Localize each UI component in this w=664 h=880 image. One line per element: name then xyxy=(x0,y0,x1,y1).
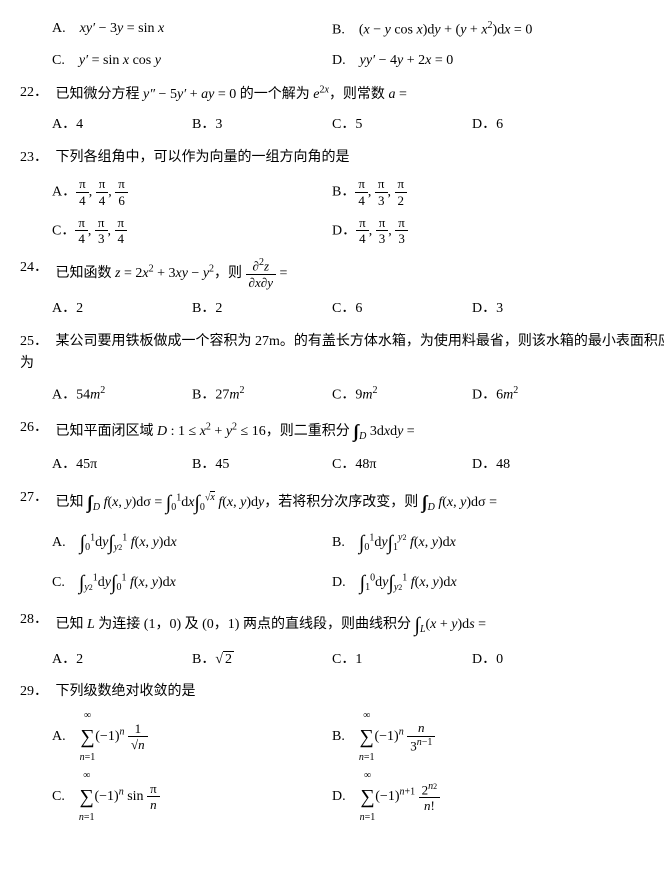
q22-opt-d: D．6 xyxy=(472,114,612,136)
q21-options-row1: A. xy′ − 3y = sin x B. (x − y cos x)dy +… xyxy=(52,18,664,42)
q23-options-row2: C．π4, π3, π4 D．π4, π3, π3 xyxy=(52,216,664,247)
q21-opt-a: A. xy′ − 3y = sin x xyxy=(52,18,332,42)
q23: 23． 下列各组角中，可以作为向量的一组方向角的是 xyxy=(20,147,664,169)
q29-opt-a: A. ∞∑n=1(−1)n 1√n xyxy=(52,711,332,763)
q23-text: 下列各组角中，可以作为向量的一组方向角的是 xyxy=(56,150,350,165)
q26-num: 26． xyxy=(20,417,52,439)
q26-opt-b: B．45 xyxy=(192,454,332,476)
q23-opt-b: B．π4, π3, π2 xyxy=(332,177,612,208)
q27-text: 已知 ∫∫D f(x, y)dσ = ∫01dx∫0√x f(x, y)dy，若… xyxy=(56,495,497,510)
q27-opt-a: A. ∫01dy∫y21 f(x, y)dx xyxy=(52,527,332,559)
q24-options: A．2 B．2 C．6 D．3 xyxy=(52,298,664,320)
q29-options-row2: C. ∞∑n=1(−1)n sin πn D. ∞∑n=1(−1)n+1 2n2… xyxy=(52,771,664,823)
q29: 29． 下列级数绝对收敛的是 xyxy=(20,681,664,703)
q22-num: 22． xyxy=(20,82,52,104)
q25-text: 某公司要用铁板做成一个容积为 27m。的有盖长方体水箱，为使用料最省，则该水箱的… xyxy=(20,334,664,371)
q22-opt-c: C．5 xyxy=(332,114,472,136)
q22-options: A．4 B．3 C．5 D．6 xyxy=(52,114,664,136)
q25-options: A．54m2 B．27m2 C．9m2 D．6m2 xyxy=(52,383,664,407)
q28: 28． 已知 L 为连接 (1，0) 及 (0，1) 两点的直线段，则曲线积分 … xyxy=(20,609,664,641)
q28-text: 已知 L 为连接 (1，0) 及 (0，1) 两点的直线段，则曲线积分 ∫L(x… xyxy=(56,617,487,632)
q21-opt-b: B. (x − y cos x)dy + (y + x2)dx = 0 xyxy=(332,18,612,42)
q26: 26． 已知平面闭区域 D : 1 ≤ x2 + y2 ≤ 16，则二重积分 ∫… xyxy=(20,417,664,446)
q26-opt-d: D．48 xyxy=(472,454,612,476)
q24-num: 24． xyxy=(20,257,52,279)
q29-options-row1: A. ∞∑n=1(−1)n 1√n B. ∞∑n=1(−1)n n3n−1 xyxy=(52,711,664,763)
q27-num: 27． xyxy=(20,487,52,509)
q29-opt-d: D. ∞∑n=1(−1)n+1 2n2n! xyxy=(332,771,612,823)
q24-opt-b: B．2 xyxy=(192,298,332,320)
q27: 27． 已知 ∫∫D f(x, y)dσ = ∫01dx∫0√x f(x, y)… xyxy=(20,487,664,519)
q25-opt-d: D．6m2 xyxy=(472,383,612,407)
q25: 25． 某公司要用铁板做成一个容积为 27m。的有盖长方体水箱，为使用料最省，则… xyxy=(20,331,664,376)
q25-opt-b: B．27m2 xyxy=(192,383,332,407)
q25-opt-a: A．54m2 xyxy=(52,383,192,407)
q24-text: 已知函数 z = 2x2 + 3xy − y2，则 ∂2z∂x∂y = xyxy=(56,266,288,281)
q27-opt-d: D. ∫10dy∫y21 f(x, y)dx xyxy=(332,567,612,599)
q21-opt-c: C. y′ = sin x cos y xyxy=(52,50,332,72)
q23-opt-c: C．π4, π3, π4 xyxy=(52,216,332,247)
q22-opt-a: A．4 xyxy=(52,114,192,136)
q25-opt-c: C．9m2 xyxy=(332,383,472,407)
q28-opt-c: C．1 xyxy=(332,649,472,671)
q26-options: A．45π B．45 C．48π D．48 xyxy=(52,454,664,476)
q28-opt-a: A．2 xyxy=(52,649,192,671)
q24-opt-a: A．2 xyxy=(52,298,192,320)
q28-options: A．2 B．√2 C．1 D．0 xyxy=(52,649,664,671)
q27-opt-b: B. ∫01dy∫1y2 f(x, y)dx xyxy=(332,527,612,559)
q28-opt-d: D．0 xyxy=(472,649,612,671)
q21-options-row2: C. y′ = sin x cos y D. yy′ − 4y + 2x = 0 xyxy=(52,50,664,72)
q26-opt-a: A．45π xyxy=(52,454,192,476)
q24: 24． 已知函数 z = 2x2 + 3xy − y2，则 ∂2z∂x∂y = xyxy=(20,257,664,290)
q26-opt-c: C．48π xyxy=(332,454,472,476)
q27-options-row2: C. ∫y21dy∫01 f(x, y)dx D. ∫10dy∫y21 f(x,… xyxy=(52,567,664,599)
q24-opt-d: D．3 xyxy=(472,298,612,320)
q26-text: 已知平面闭区域 D : 1 ≤ x2 + y2 ≤ 16，则二重积分 ∫∫D 3… xyxy=(56,424,415,439)
q27-options-row1: A. ∫01dy∫y21 f(x, y)dx B. ∫01dy∫1y2 f(x,… xyxy=(52,527,664,559)
q23-num: 23． xyxy=(20,147,52,169)
q21-opt-d: D. yy′ − 4y + 2x = 0 xyxy=(332,50,612,72)
q28-num: 28． xyxy=(20,609,52,631)
q28-opt-b: B．√2 xyxy=(192,649,332,671)
q29-opt-c: C. ∞∑n=1(−1)n sin πn xyxy=(52,771,332,823)
q24-opt-c: C．6 xyxy=(332,298,472,320)
q23-opt-a: A．π4, π4, π6 xyxy=(52,177,332,208)
q22-opt-b: B．3 xyxy=(192,114,332,136)
q22-text: 已知微分方程 y″ − 5y′ + ay = 0 的一个解为 e2x，则常数 a… xyxy=(56,87,407,102)
q22: 22． 已知微分方程 y″ − 5y′ + ay = 0 的一个解为 e2x，则… xyxy=(20,82,664,106)
q25-num: 25． xyxy=(20,331,52,353)
q29-num: 29． xyxy=(20,681,52,703)
q27-opt-c: C. ∫y21dy∫01 f(x, y)dx xyxy=(52,567,332,599)
q29-opt-b: B. ∞∑n=1(−1)n n3n−1 xyxy=(332,711,612,763)
q23-opt-d: D．π4, π3, π3 xyxy=(332,216,612,247)
q23-options-row1: A．π4, π4, π6 B．π4, π3, π2 xyxy=(52,177,664,208)
q29-text: 下列级数绝对收敛的是 xyxy=(56,684,196,699)
